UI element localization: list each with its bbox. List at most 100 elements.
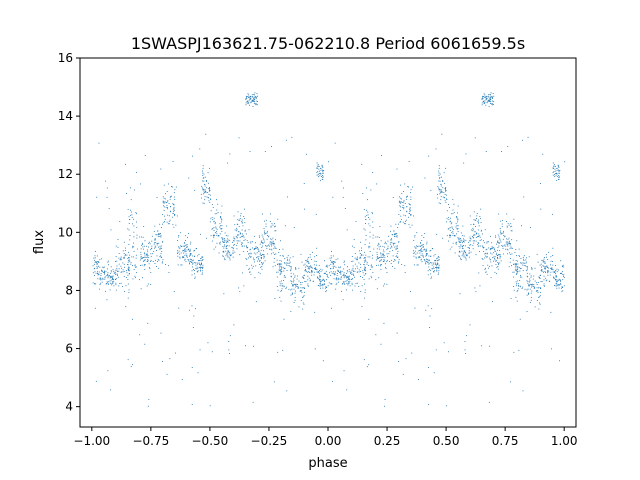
data-point [300, 300, 302, 301]
data-point [527, 282, 529, 284]
data-point [255, 253, 257, 255]
data-point [279, 249, 280, 250]
data-point [201, 272, 203, 274]
data-point [420, 251, 422, 253]
data-point [94, 251, 96, 252]
data-point [222, 251, 224, 253]
data-point [558, 283, 559, 285]
data-point [227, 256, 229, 258]
data-point [287, 262, 289, 264]
data-point [147, 261, 149, 262]
data-point [371, 266, 373, 268]
data-point [128, 273, 130, 275]
data-point [101, 277, 103, 279]
data-point [516, 269, 518, 271]
data-point [509, 243, 511, 244]
data-point [364, 267, 366, 269]
data-point [313, 264, 315, 266]
data-point [340, 273, 342, 275]
data-point [146, 261, 148, 262]
data-point [225, 246, 227, 248]
data-point [429, 250, 431, 252]
data-point [483, 240, 484, 242]
data-point [227, 251, 229, 253]
data-point [241, 219, 243, 221]
data-point [362, 270, 364, 272]
data-point [365, 235, 367, 236]
data-point [331, 307, 332, 309]
data-point [445, 190, 446, 192]
data-point [178, 307, 180, 309]
data-point [286, 256, 288, 258]
data-point [546, 265, 548, 267]
data-point [515, 249, 517, 250]
data-point [529, 285, 530, 287]
data-point [100, 279, 102, 281]
data-point [311, 270, 313, 272]
data-point [515, 270, 517, 271]
data-point [336, 282, 338, 284]
data-point [457, 228, 458, 230]
data-point [419, 257, 421, 258]
data-point [295, 284, 297, 286]
data-point [516, 283, 517, 285]
data-point [277, 263, 278, 265]
data-point [472, 229, 474, 231]
data-point [398, 241, 400, 243]
data-point [520, 275, 521, 276]
data-point [433, 372, 435, 374]
data-point [541, 281, 543, 283]
data-point [286, 264, 287, 266]
data-point [422, 249, 424, 251]
data-point [398, 241, 399, 243]
data-point [341, 270, 343, 272]
data-point [202, 266, 204, 268]
data-point [159, 233, 161, 235]
data-point [562, 271, 563, 273]
data-point [337, 270, 339, 271]
data-point [399, 197, 401, 199]
data-point [226, 248, 228, 249]
data-point [206, 196, 208, 198]
data-point [263, 255, 265, 257]
data-point [444, 200, 446, 202]
data-point [364, 260, 366, 262]
data-point [561, 272, 563, 274]
data-point [394, 246, 396, 248]
data-point [508, 240, 510, 242]
data-point [517, 269, 518, 270]
data-point [429, 259, 430, 261]
data-point [264, 260, 266, 262]
data-point [513, 263, 515, 265]
data-point [167, 207, 168, 208]
data-point [541, 266, 542, 268]
data-point [99, 259, 101, 261]
data-point [319, 175, 321, 177]
data-point [94, 283, 96, 285]
data-point [211, 217, 213, 218]
data-point [554, 166, 556, 167]
data-point [95, 260, 97, 262]
data-point [208, 197, 209, 199]
data-point [127, 279, 129, 280]
data-point [96, 267, 98, 269]
data-point [491, 246, 493, 248]
data-point [330, 263, 332, 265]
data-point [253, 99, 255, 101]
data-point [552, 269, 554, 271]
data-point [344, 283, 345, 285]
data-point [531, 286, 532, 288]
data-point [462, 245, 464, 247]
data-point [397, 245, 398, 247]
data-point [336, 279, 338, 281]
data-point [184, 249, 186, 251]
data-point [394, 259, 395, 261]
data-point [558, 169, 559, 171]
data-point [322, 287, 324, 289]
data-point [555, 283, 557, 285]
data-point [372, 227, 374, 228]
data-point [202, 189, 204, 191]
data-point [192, 259, 194, 261]
data-point [463, 235, 465, 237]
data-point [558, 166, 559, 168]
